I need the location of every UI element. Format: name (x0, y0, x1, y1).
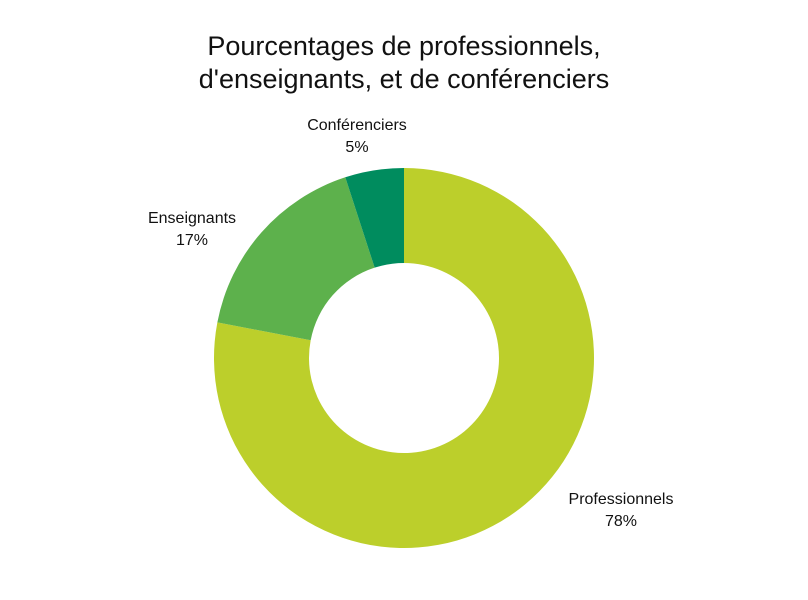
slice-professionnels (213, 168, 594, 548)
label-enseignants: Enseignants 17% (147, 210, 237, 249)
chart-title-line-2: d'enseignants, et de conférenciers (198, 64, 610, 94)
label-conferenciers: Conférenciers 5% (307, 117, 407, 156)
slice-conferenciers (345, 168, 404, 268)
slice-enseignants (217, 177, 375, 341)
chart-title: Pourcentages de professionnels, d'enseig… (0, 30, 808, 96)
chart-title-line-1: Pourcentages de professionnels, (207, 31, 601, 61)
label-professionnels: Professionnels 78% (568, 491, 674, 530)
